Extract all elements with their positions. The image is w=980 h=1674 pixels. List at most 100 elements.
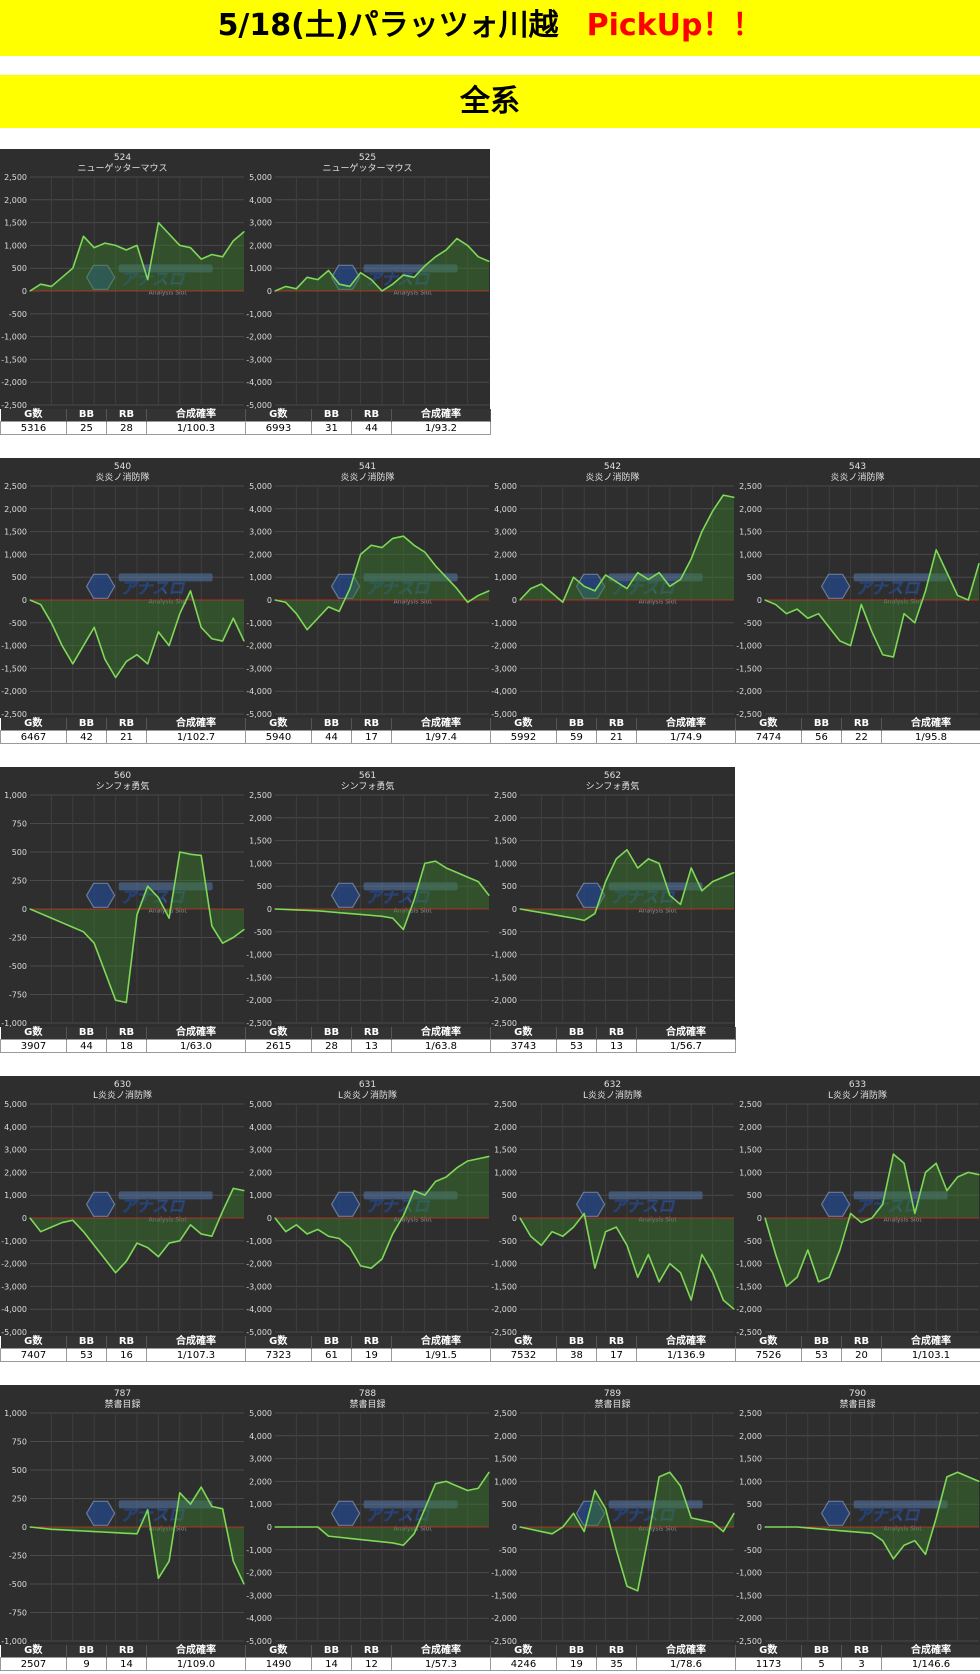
machine-number: 525 (359, 153, 376, 163)
data-point (295, 909, 297, 911)
stats-header-rb: RB (841, 1645, 882, 1658)
section-title: 全系 (460, 84, 520, 119)
data-point (306, 276, 308, 278)
stats-table: G数 BB RB 合成確率 6467 42 21 1/102.7 (0, 718, 246, 744)
y-tick-label: -2,000 (1, 687, 27, 696)
machine-number: 632 (604, 1080, 621, 1090)
svg-text:Analysis Slot: Analysis Slot (639, 1216, 678, 1223)
y-tick-label: -4,000 (246, 1614, 272, 1623)
data-point (29, 599, 31, 601)
data-point (168, 645, 170, 647)
series-area (520, 1472, 734, 1591)
chart-background (735, 1076, 980, 1336)
stats-header-games: G数 (245, 718, 312, 731)
stats-header-games: G数 (735, 1645, 802, 1658)
data-point (61, 1529, 63, 1531)
stats-table: G数 BB RB 合成確率 3907 44 18 1/63.0 (0, 1027, 246, 1053)
data-point (882, 1540, 884, 1542)
data-point (519, 1526, 521, 1528)
y-tick-label: -1,500 (736, 664, 762, 673)
y-tick-label: -500 (744, 1546, 762, 1555)
stats-header-games: G数 (245, 1027, 312, 1040)
data-point (562, 1526, 564, 1528)
data-point (29, 290, 31, 292)
machine-chart: -5,000 -4,000 -3,000 -2,000 -1,000 0 1,000 2,00… (245, 458, 490, 718)
data-point (327, 269, 330, 272)
y-tick-label: 0 (22, 596, 27, 605)
data-point (211, 253, 213, 256)
data-point (456, 1167, 458, 1169)
data-point (285, 601, 287, 603)
y-tick-label: 1,000 (4, 1191, 27, 1200)
data-point (669, 1471, 671, 1473)
chart-background (735, 458, 980, 718)
y-tick-label: 3,000 (249, 528, 272, 537)
chart-background (490, 767, 735, 1027)
data-point (136, 914, 138, 916)
data-point (658, 572, 660, 574)
data-point (274, 1217, 276, 1219)
data-point (551, 913, 553, 916)
data-point (712, 1272, 714, 1274)
y-tick-label: 2,500 (249, 791, 272, 800)
machine-name: L炎炎ノ消防隊 (828, 1089, 887, 1101)
data-point (125, 1532, 127, 1534)
data-point (82, 235, 85, 237)
data-point (637, 572, 639, 574)
stats-header-games: G数 (490, 1336, 557, 1349)
stats-header-rb: RB (351, 409, 392, 422)
svg-text:アナスロ: アナスロ (121, 269, 186, 288)
stats-table: G数 BB RB 合成確率 5940 44 17 1/97.4 (245, 718, 491, 744)
stats-value-rate: 1/103.1 (881, 1348, 980, 1362)
data-point (243, 231, 245, 233)
data-point (360, 1265, 362, 1267)
svg-text:Analysis Slot: Analysis Slot (394, 289, 433, 296)
svg-text:アナスロ: アナスロ (856, 1505, 921, 1524)
y-tick-label: 500 (12, 848, 27, 857)
data-point (785, 613, 787, 615)
data-point (701, 1519, 703, 1521)
stats-value-bb: 31 (311, 421, 352, 435)
y-tick-label: -4,000 (246, 687, 272, 696)
stats-header-games: G数 (0, 718, 67, 731)
data-point (924, 590, 927, 592)
y-tick-label: -2,000 (491, 642, 517, 651)
stats-value-rate: 1/136.9 (636, 1348, 736, 1362)
stats-value-bb: 44 (66, 1039, 107, 1053)
y-tick-label: 2,000 (249, 814, 272, 823)
data-point (200, 1486, 202, 1488)
y-tick-label: 750 (12, 1438, 27, 1447)
stats-header-rb: RB (351, 1336, 392, 1349)
data-point (764, 599, 766, 601)
data-point (115, 1272, 117, 1274)
stats-header-rate: 合成確率 (391, 1027, 491, 1040)
stats-header-bb: BB (311, 409, 352, 422)
data-point (370, 914, 372, 916)
y-tick-label: 2,500 (739, 1100, 762, 1109)
data-point (317, 1526, 319, 1528)
stats-table: G数 BB RB 合成確率 4246 19 35 1/78.6 (490, 1645, 736, 1671)
stats-value-bb: 61 (311, 1348, 352, 1362)
data-point (477, 1158, 479, 1160)
y-tick-label: 3,000 (249, 219, 272, 228)
data-point (61, 645, 63, 647)
y-tick-label: 500 (747, 573, 762, 582)
y-tick-label: -1,000 (1, 642, 27, 651)
data-point (764, 1526, 766, 1528)
y-tick-label: 1,000 (739, 1477, 762, 1486)
y-tick-label: 1,000 (739, 1168, 762, 1177)
title-banner: 5/18(土)パラッツォ川越 PickUp！！ (0, 0, 980, 56)
data-point (807, 1527, 809, 1529)
data-point (200, 854, 202, 857)
machine-panel: -2,500 -2,000 -1,500 -1,000 -500 0 500 1,000 1,5… (735, 458, 980, 746)
y-tick-label: -2,500 (1, 710, 27, 718)
y-tick-label: -1,000 (246, 1546, 272, 1555)
data-point (594, 1489, 596, 1492)
stats-header-rb: RB (351, 1645, 392, 1658)
y-tick-label: -1,000 (491, 1260, 517, 1269)
data-point (679, 1272, 682, 1274)
data-point (189, 247, 192, 249)
